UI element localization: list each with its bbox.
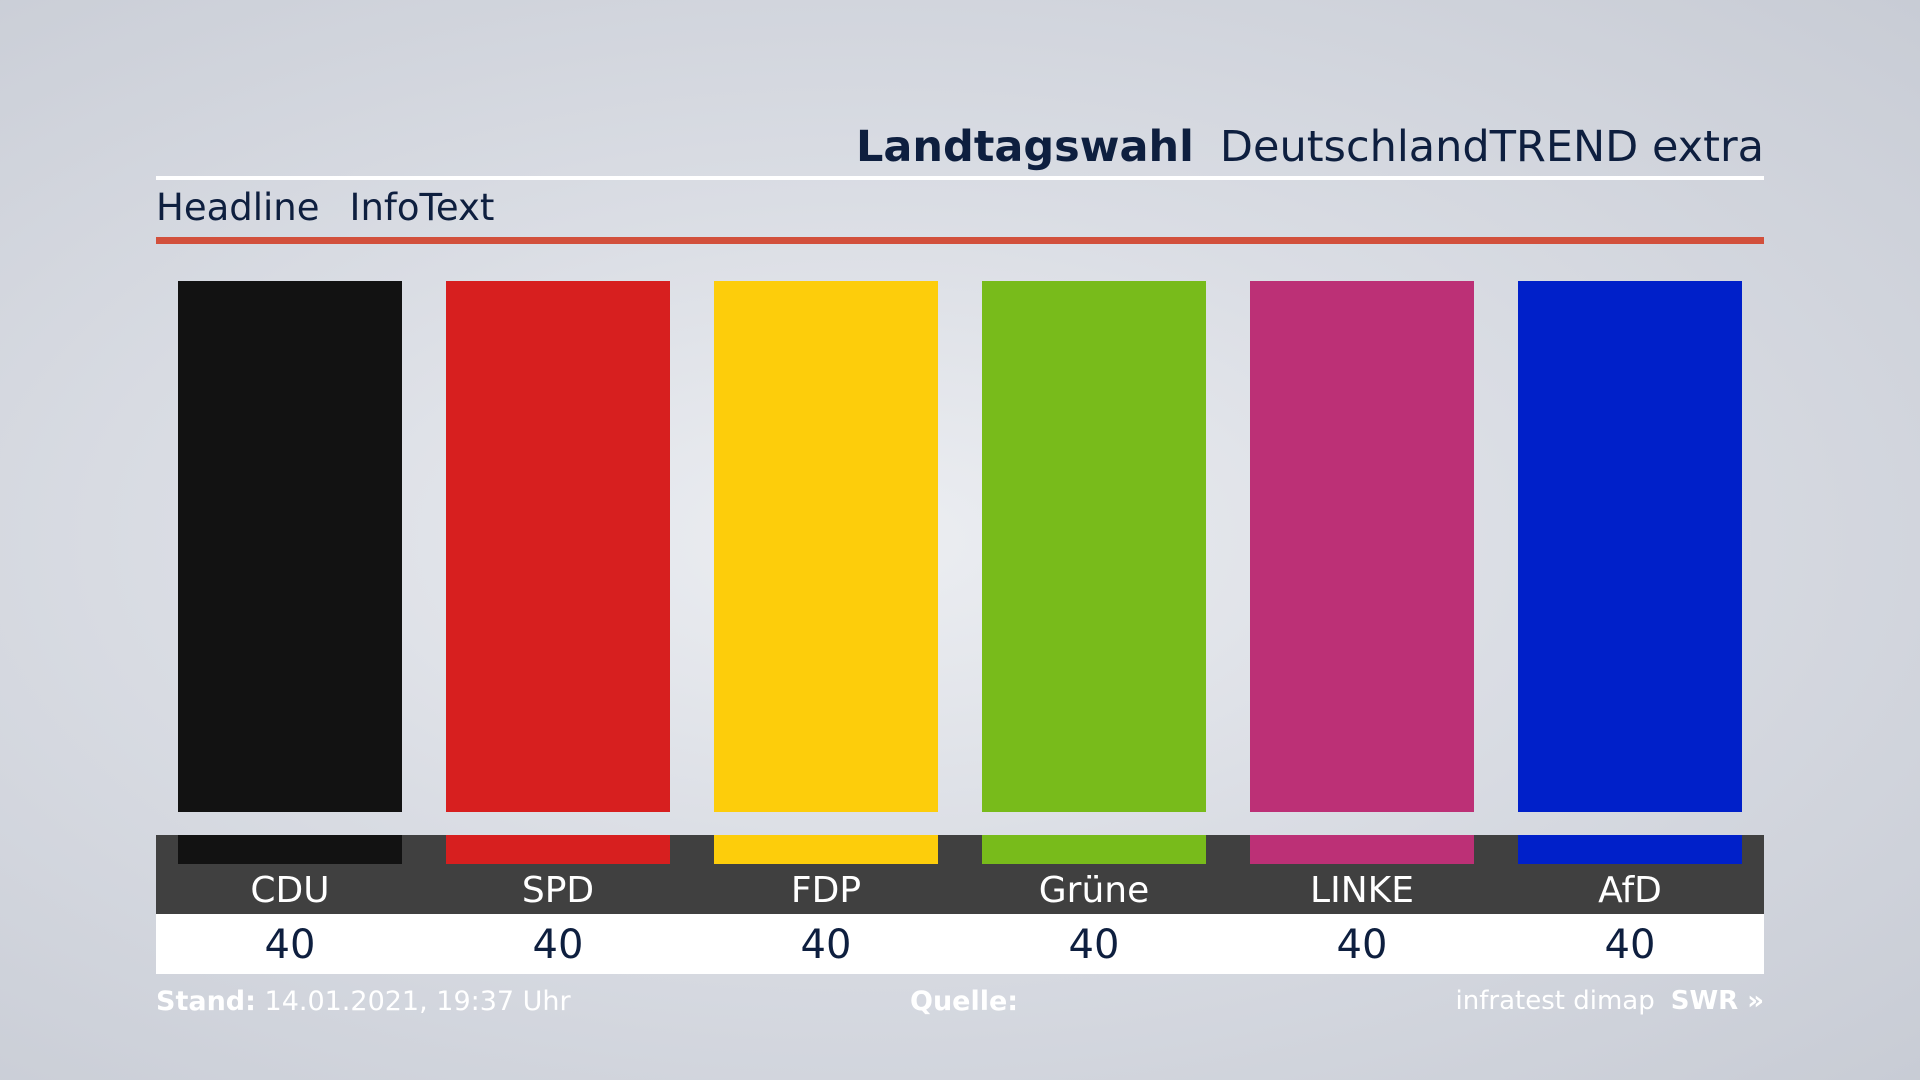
value-label-linke: 40 xyxy=(1337,922,1388,968)
stand-value: 14.01.2021, 19:37 Uhr xyxy=(264,986,571,1017)
bar-fdp xyxy=(714,281,938,812)
value-label-grüne: 40 xyxy=(1069,922,1120,968)
color-strip-fdp xyxy=(714,835,938,864)
color-strip-afd xyxy=(1518,835,1742,864)
source-name: infratest dimap xyxy=(1455,986,1655,1016)
category-label-fdp: FDP xyxy=(791,870,861,911)
stand-label: Stand: xyxy=(156,986,256,1017)
value-label-cdu: 40 xyxy=(265,922,316,968)
footer-stand: Stand: 14.01.2021, 19:37 Uhr xyxy=(156,986,571,1017)
category-label-linke: LINKE xyxy=(1310,870,1414,911)
label-band xyxy=(156,835,1764,914)
accent-divider xyxy=(156,237,1764,244)
color-strip-spd xyxy=(446,835,670,864)
footer-quelle: Quelle: xyxy=(910,986,1018,1017)
quelle-label: Quelle: xyxy=(910,986,1019,1017)
category-label-afd: AfD xyxy=(1598,870,1662,911)
subheader-headline: Headline xyxy=(156,186,320,229)
category-label-cdu: CDU xyxy=(250,870,329,911)
category-label-spd: SPD xyxy=(522,870,594,911)
header-divider xyxy=(156,176,1764,180)
value-band xyxy=(156,914,1764,974)
subheader-infotext: InfoText xyxy=(349,186,495,229)
header-title-bold: Landtagswahl xyxy=(856,122,1194,172)
footer-source: infratest dimap SWR » xyxy=(1456,986,1764,1016)
bar-cdu xyxy=(178,281,402,812)
brand-logo: SWR » xyxy=(1670,986,1764,1016)
value-label-fdp: 40 xyxy=(801,922,852,968)
bars-layer xyxy=(178,281,1742,864)
header-title-light: DeutschlandTREND extra xyxy=(1219,122,1764,172)
value-label-afd: 40 xyxy=(1605,922,1656,968)
bar-afd xyxy=(1518,281,1742,812)
value-label-spd: 40 xyxy=(533,922,584,968)
bar-grüne xyxy=(982,281,1206,812)
subheader: Headline InfoText xyxy=(156,186,524,229)
color-strip-cdu xyxy=(178,835,402,864)
color-strip-grüne xyxy=(982,835,1206,864)
labels-layer: CDU 40 SPD 40 FDP 40 Grüne 40 LINKE 40 AfD 40 xyxy=(250,870,1661,968)
bar-spd xyxy=(446,281,670,812)
bar-linke xyxy=(1250,281,1474,812)
color-strip-linke xyxy=(1250,835,1474,864)
category-label-grüne: Grüne xyxy=(1039,870,1149,911)
chart-header: Landtagswahl DeutschlandTREND extra xyxy=(856,122,1764,172)
